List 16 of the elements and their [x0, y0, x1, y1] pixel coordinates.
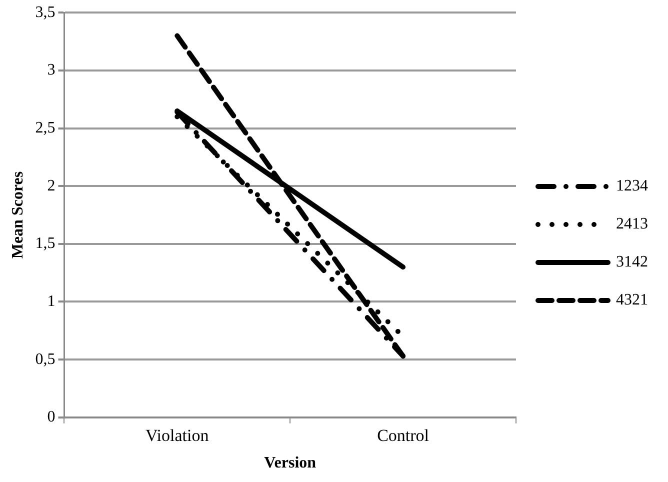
y-tick-label: 2 [47, 177, 56, 194]
y-tick-label: 3 [47, 62, 56, 79]
legend-label: 1234 [616, 178, 648, 195]
legend-label: 2413 [616, 216, 648, 233]
y-tick-label: 1,5 [35, 235, 56, 252]
y-tick-label: 0,5 [35, 350, 56, 368]
y-tick-label: 1 [47, 292, 56, 310]
y-tick-label: 2,5 [35, 119, 56, 136]
x-axis-title: Version [264, 454, 316, 472]
y-tick-label: 3,5 [35, 4, 56, 21]
legend-label: 3142 [616, 254, 648, 271]
y-axis-title: Mean Scores [10, 171, 27, 259]
legend-label: 4321 [616, 292, 648, 309]
x-tick-label: Violation [146, 426, 210, 446]
y-tick-label: 0 [47, 408, 56, 426]
x-tick-label: Control [377, 426, 430, 446]
